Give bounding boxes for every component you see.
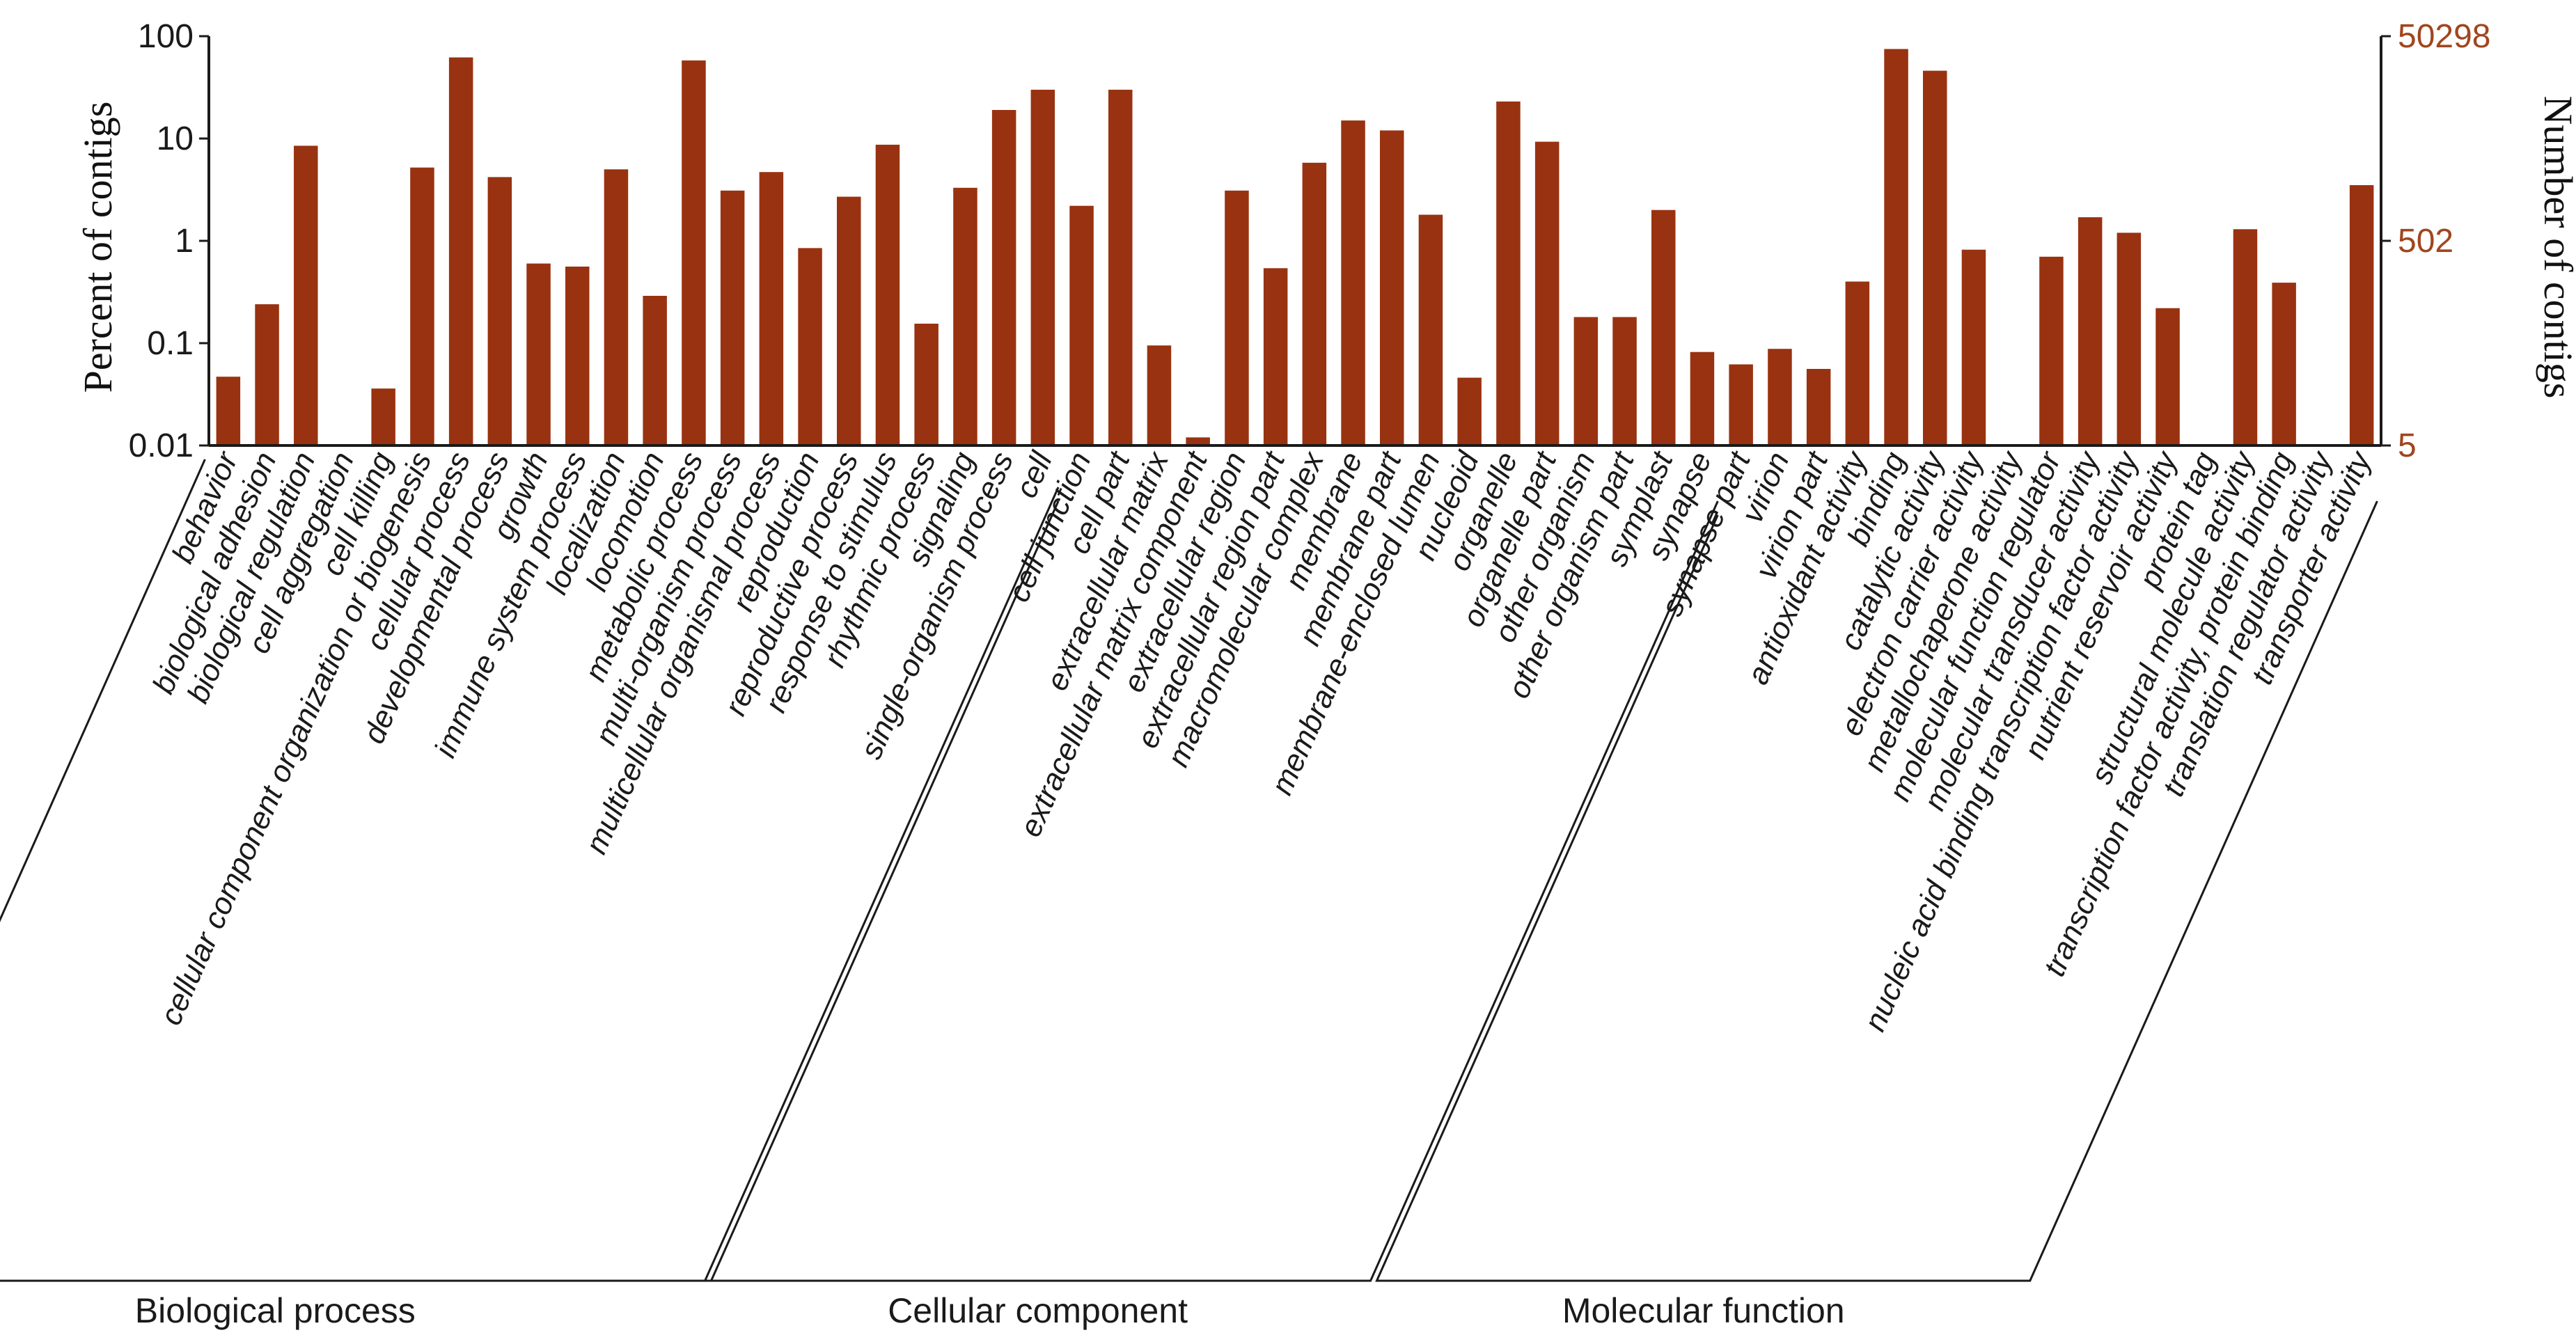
bar-13 [720,190,745,445]
group-label: Biological process [135,1291,416,1330]
bar-53 [2272,283,2296,445]
bar-50 [2155,308,2180,445]
bar-41 [1806,369,1831,445]
bar-10 [604,169,629,446]
bar-24 [1147,345,1172,445]
bar-26 [1225,190,1249,445]
bar-29 [1341,120,1365,445]
bar-43 [1884,49,1908,445]
left-tick-label: 0.01 [129,427,194,464]
bar-2 [294,145,318,445]
bar-8 [526,263,551,445]
bar-45 [1961,249,1986,445]
right-y-axis-label: Number of contigs [2536,96,2576,399]
bar-25 [1186,437,1210,445]
bar-40 [1768,349,1792,445]
bar-14 [759,172,784,445]
group-brackets: Biological process Cellular component Mole… [0,459,2378,1330]
bar-27 [1263,268,1288,445]
bar-33 [1496,101,1521,446]
left-tick-label: 0.1 [147,325,194,362]
bar-20 [991,110,1016,445]
left-tick-label: 100 [138,18,194,55]
bar-48 [2078,217,2103,445]
bar-22 [1069,205,1094,445]
bar-30 [1380,130,1404,445]
bar-32 [1457,377,1482,445]
right-tick-label: 502 [2398,223,2453,260]
bar-16 [837,196,861,445]
bar-38 [1690,352,1715,445]
bar-31 [1418,214,1443,445]
bar-1 [255,304,279,445]
bar-0 [216,377,241,445]
bar-6 [448,57,473,445]
bar-49 [2116,232,2142,445]
left-tick-label: 10 [157,120,194,157]
group-label: Cellular component [888,1291,1188,1330]
bar-9 [565,267,590,445]
bars-layer [216,49,2374,446]
bar-18 [914,324,938,445]
axes-layer: 100 10 1 0.1 0.01 50298 502 5 [129,18,2491,464]
bar-17 [875,144,900,445]
right-tick-label: 5 [2398,427,2417,464]
bar-12 [682,60,706,446]
bar-5 [410,167,434,445]
bar-55 [2349,185,2374,445]
bar-23 [1108,89,1133,445]
bar-37 [1651,210,1676,445]
group-bracket-cellular-component [703,487,1719,1282]
bar-4 [371,388,395,445]
bar-36 [1612,317,1637,445]
group-bracket-molecular-function [1375,500,2378,1282]
bar-28 [1302,162,1327,446]
bar-44 [1923,70,1947,446]
group-label: Molecular function [1562,1291,1845,1330]
bar-7 [487,177,512,445]
bar-42 [1845,281,1870,445]
bar-47 [2039,256,2064,445]
bar-11 [643,296,667,445]
bar-15 [798,248,822,445]
bar-19 [953,187,977,445]
bar-35 [1573,317,1599,445]
bar-34 [1534,141,1560,445]
left-y-axis-label: Percent of contigs [75,102,120,393]
right-tick-label: 50298 [2398,18,2490,55]
group-bracket-biological-process [0,459,1060,1282]
bar-39 [1729,364,1753,445]
bar-52 [2233,229,2258,445]
bar-21 [1030,89,1055,445]
left-tick-label: 1 [175,223,194,260]
